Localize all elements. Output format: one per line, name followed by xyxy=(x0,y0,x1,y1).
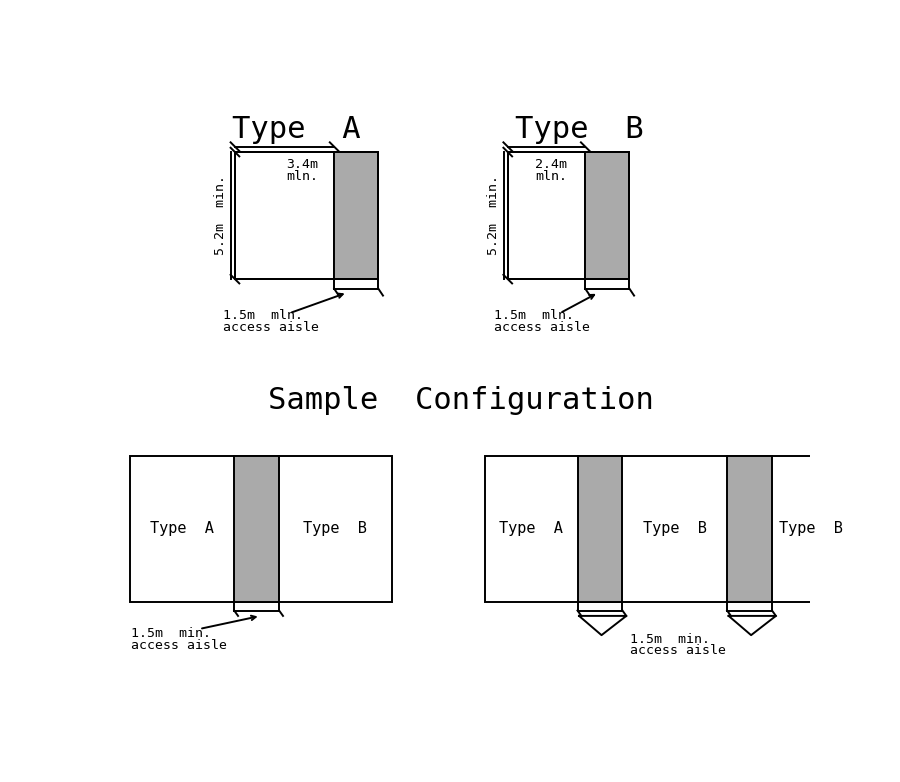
Text: Type  A: Type A xyxy=(232,116,361,145)
Bar xyxy=(508,152,585,278)
Bar xyxy=(234,456,279,602)
Text: 5.2m  min.: 5.2m min. xyxy=(487,175,500,255)
Text: access aisle: access aisle xyxy=(494,321,590,334)
Bar xyxy=(334,152,378,278)
Text: access aisle: access aisle xyxy=(131,639,227,652)
Text: 1.5m  mln.: 1.5m mln. xyxy=(223,310,303,322)
Bar xyxy=(578,456,623,602)
Bar xyxy=(508,152,629,278)
Text: mln.: mln. xyxy=(535,170,567,183)
Text: Type  B: Type B xyxy=(643,522,707,536)
Text: 1.5m  min.: 1.5m min. xyxy=(131,627,212,640)
Text: Type  B: Type B xyxy=(778,522,842,536)
Text: 2.4m: 2.4m xyxy=(535,158,567,170)
Bar xyxy=(235,152,378,278)
Text: 1.5m  min.: 1.5m min. xyxy=(630,633,710,646)
Bar xyxy=(585,152,629,278)
Text: Type  B: Type B xyxy=(303,522,367,536)
Text: Type  A: Type A xyxy=(500,522,562,536)
Text: Sample  Configuration: Sample Configuration xyxy=(268,386,654,415)
Text: 3.4m: 3.4m xyxy=(286,158,319,170)
Text: Type  B: Type B xyxy=(515,116,644,145)
Bar xyxy=(130,456,392,602)
Bar xyxy=(484,456,850,602)
Text: access aisle: access aisle xyxy=(223,321,320,334)
Text: access aisle: access aisle xyxy=(630,644,726,658)
Text: 1.5m  mln.: 1.5m mln. xyxy=(494,310,574,322)
Bar xyxy=(727,456,772,602)
Bar xyxy=(235,152,334,278)
Text: Type  A: Type A xyxy=(150,522,214,536)
Text: 5.2m  min.: 5.2m min. xyxy=(214,175,227,255)
Text: mln.: mln. xyxy=(286,170,319,183)
